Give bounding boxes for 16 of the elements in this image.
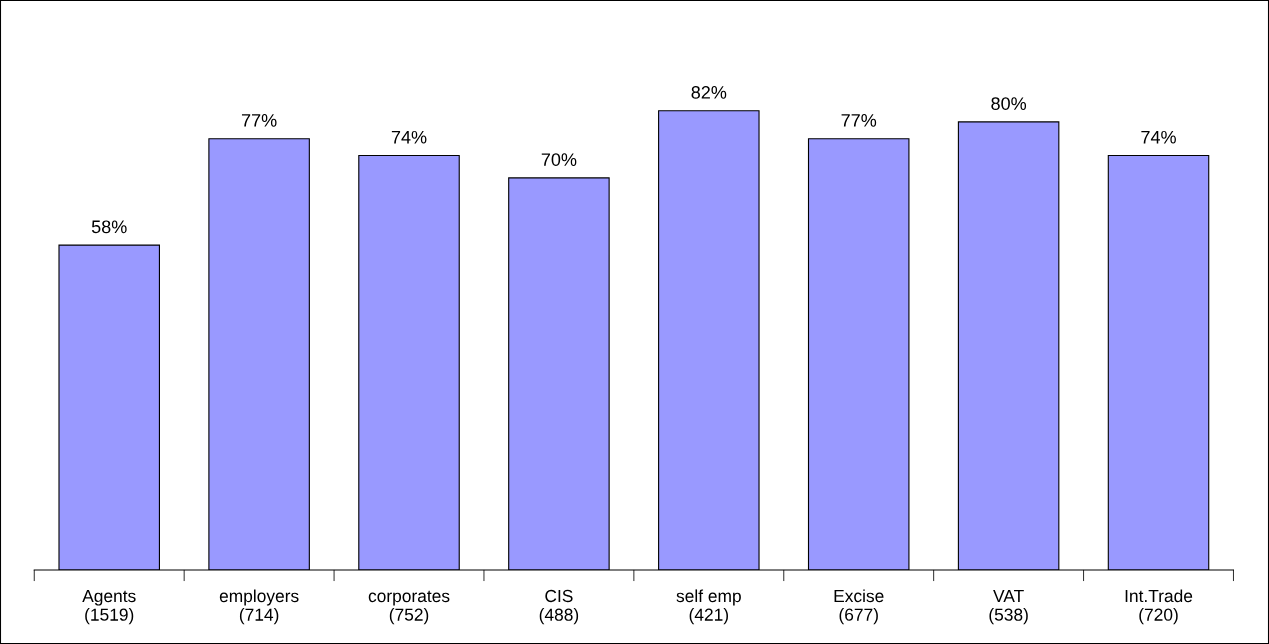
x-tick-label: employers (714) (219, 589, 299, 625)
x-tick-label: self emp (421) (676, 589, 741, 625)
x-tick-label: Agents (1519) (82, 590, 136, 625)
x-tick-label: VAT (538) (989, 590, 1028, 625)
data-label: 70% (541, 153, 577, 166)
data-label: 80% (991, 97, 1027, 110)
data-label: 58% (91, 220, 127, 234)
data-label: 77% (841, 114, 877, 127)
x-tick-label: corporates (752) (368, 590, 450, 625)
data-label: 74% (391, 130, 427, 144)
x-tick-label: Int.Trade (720) (1125, 589, 1193, 625)
x-tick-label: Excise (677) (834, 589, 884, 625)
data-label: 77% (241, 114, 277, 127)
data-label: 74% (1141, 130, 1176, 144)
x-tick-label: CIS (488) (539, 589, 579, 625)
data-label: 82% (691, 86, 727, 99)
